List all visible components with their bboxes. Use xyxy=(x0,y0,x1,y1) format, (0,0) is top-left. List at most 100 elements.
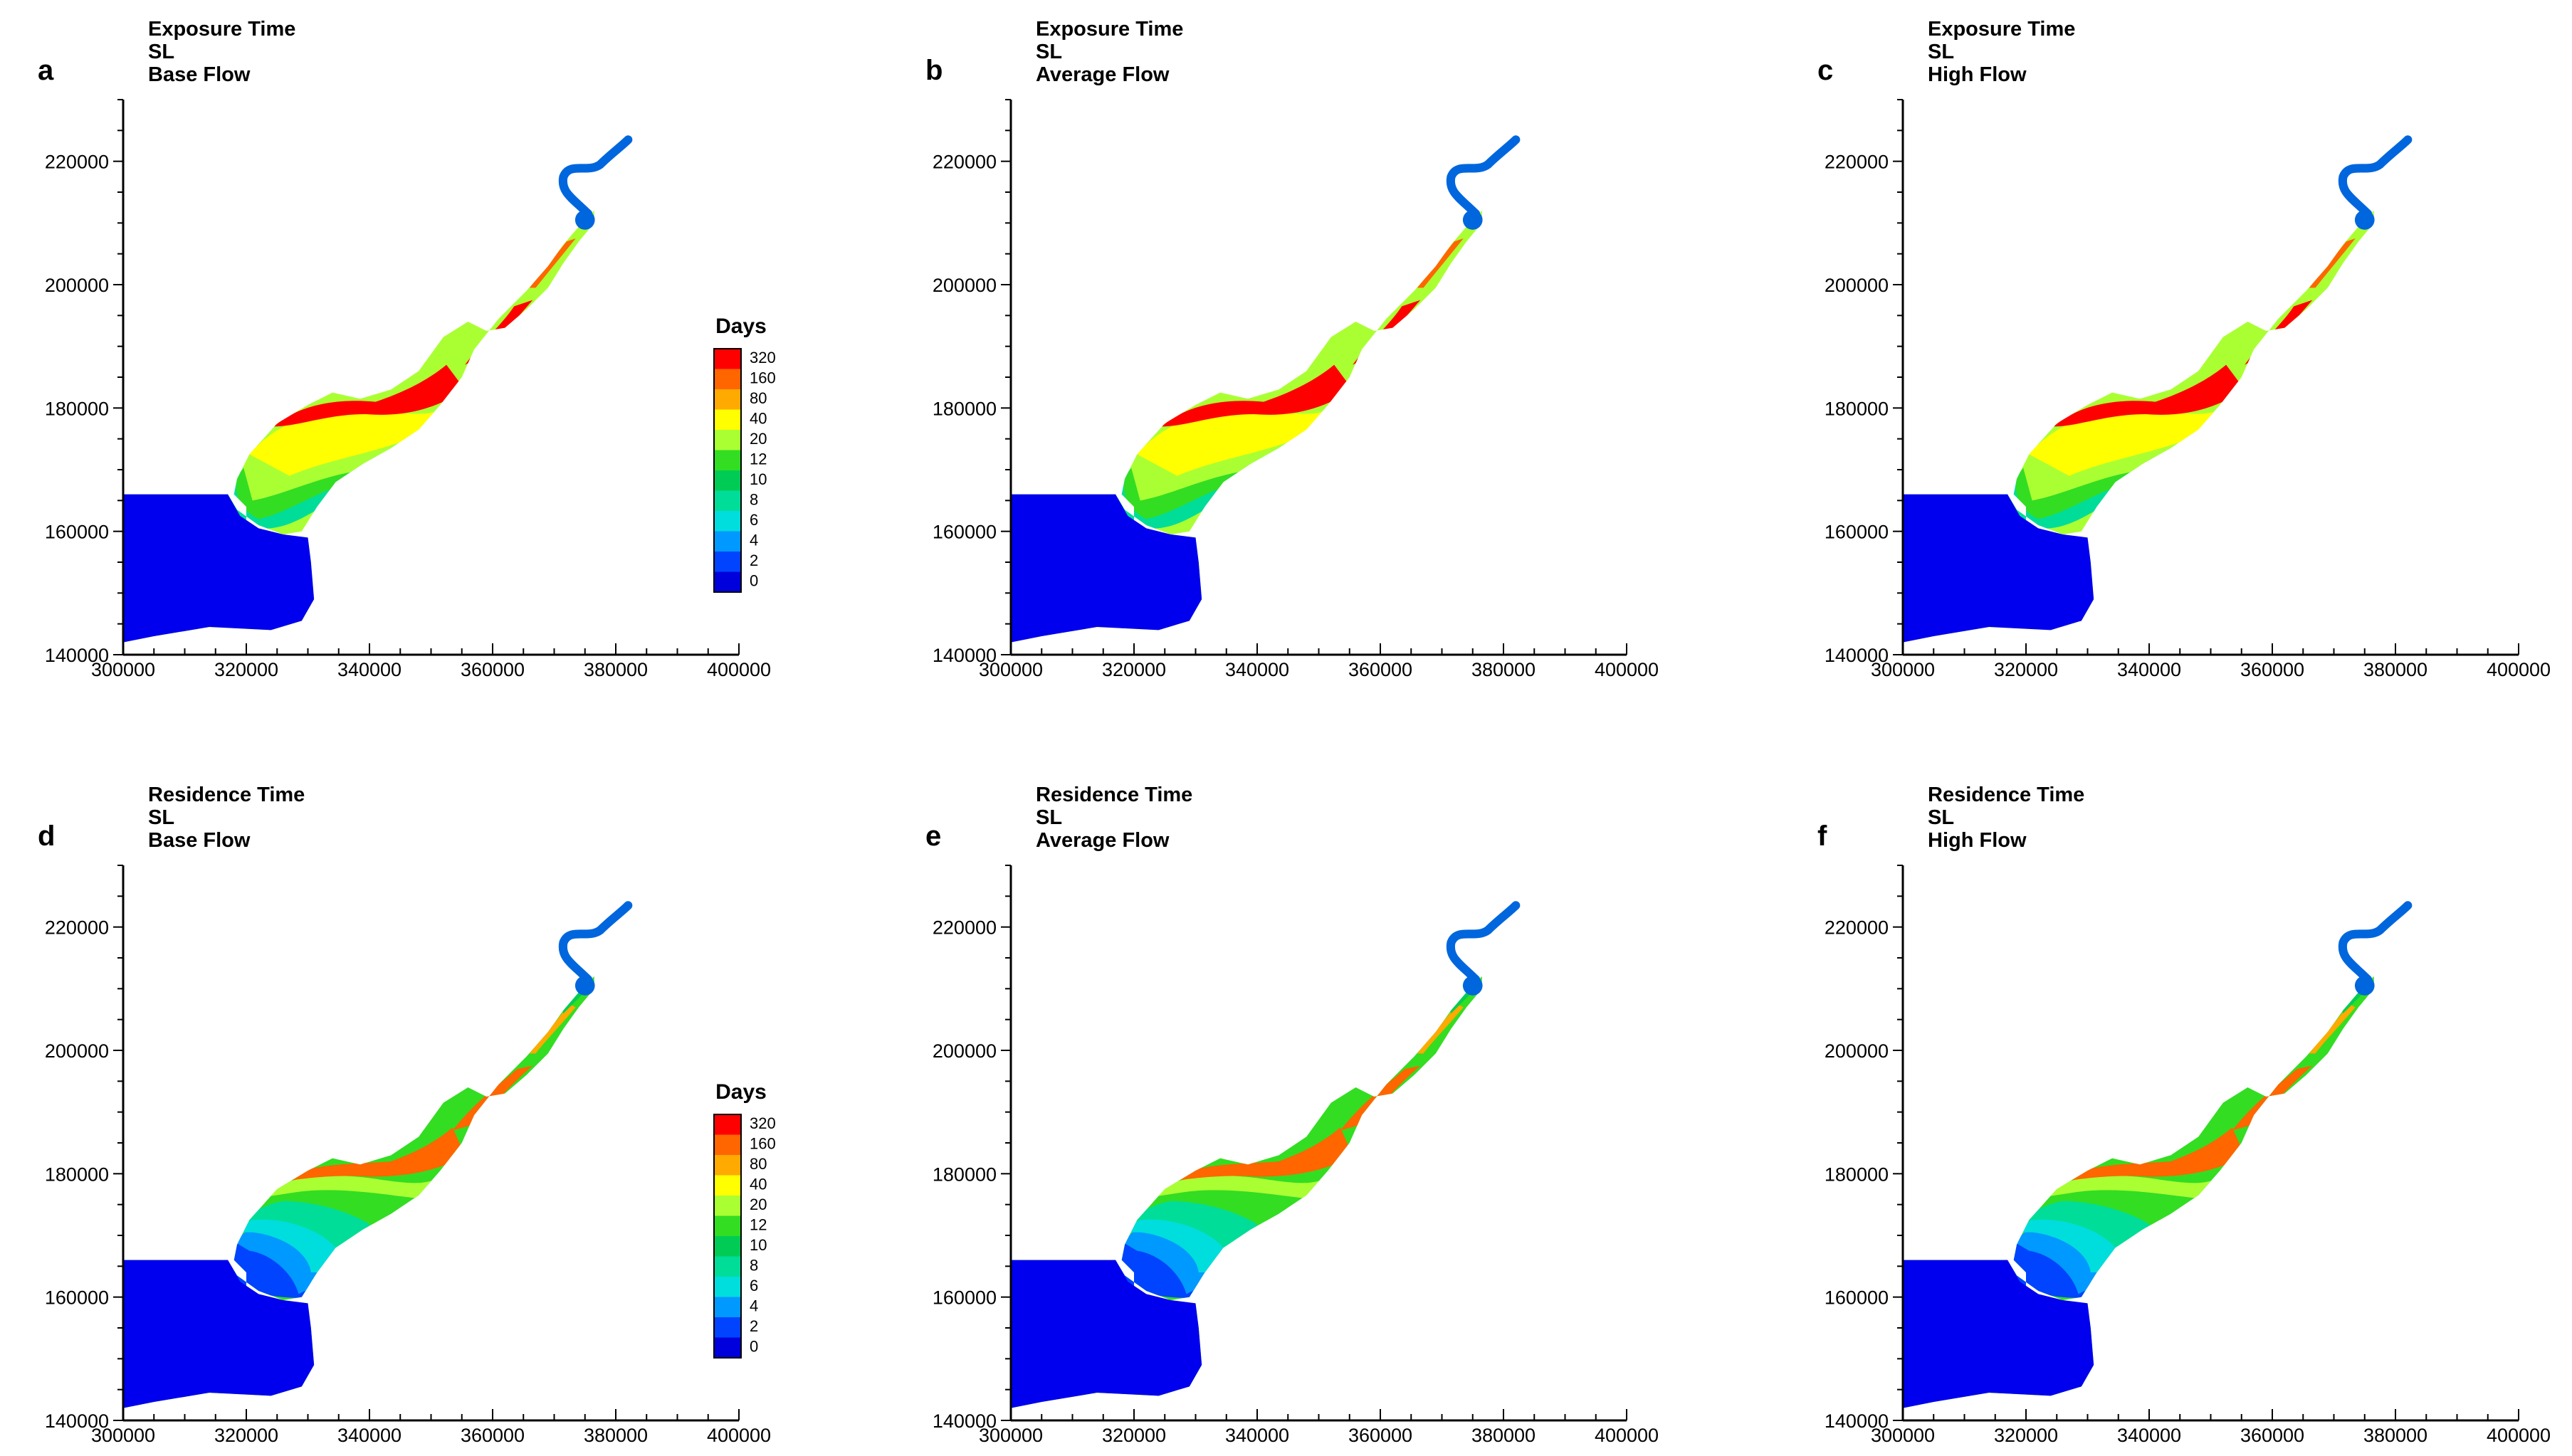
legend-level-label: 8 xyxy=(750,491,758,509)
river-bend xyxy=(2354,210,2375,230)
legend-swatch xyxy=(714,552,741,572)
contour-zone xyxy=(240,1199,374,1248)
y-tick-label: 180000 xyxy=(45,398,109,419)
legend-frame xyxy=(713,348,742,593)
panel-title-line: Exposure Time xyxy=(1928,18,2075,41)
contour-zone xyxy=(1134,1186,1303,1233)
contour-zone xyxy=(1128,1199,1261,1248)
river-bend xyxy=(1462,976,1483,996)
legend-level-label: 6 xyxy=(750,1277,758,1294)
legend-swatch xyxy=(714,1155,741,1176)
x-tick-label: 360000 xyxy=(2240,659,2304,680)
legend-swatch xyxy=(714,531,741,552)
legend-swatch xyxy=(714,470,741,491)
legend-level-label: 4 xyxy=(750,1297,758,1315)
panel-title-line: Average Flow xyxy=(1036,63,1170,86)
upper-river xyxy=(558,901,633,984)
sea-region xyxy=(1903,1260,2094,1408)
legend-level-label: 80 xyxy=(750,1155,767,1173)
river-bend xyxy=(574,976,595,996)
legend-level-label: 6 xyxy=(750,511,758,529)
x-tick-label: 380000 xyxy=(1471,659,1536,680)
contour-zone xyxy=(2035,1176,2220,1198)
legend-swatch xyxy=(714,1196,741,1216)
legend-level-label: 40 xyxy=(750,1176,767,1193)
panel-letter: a xyxy=(38,55,54,86)
river-bend xyxy=(1462,210,1483,230)
x-tick-label: 400000 xyxy=(707,1425,771,1446)
x-tick-label: 300000 xyxy=(91,1425,155,1446)
y-tick-label: 160000 xyxy=(933,1287,997,1309)
legend-level-label: 320 xyxy=(750,1114,776,1132)
sea-region xyxy=(123,1260,315,1408)
legend-frame xyxy=(713,1114,742,1359)
contour-zone xyxy=(1158,1127,1353,1183)
x-tick-label: 360000 xyxy=(1348,1425,1412,1446)
map-layer xyxy=(123,901,633,1420)
contour-zones xyxy=(2003,986,2362,1298)
x-tick-label: 320000 xyxy=(214,1425,278,1446)
legend-swatch xyxy=(714,1236,741,1257)
y-tick-label: 200000 xyxy=(1825,275,1889,296)
legend-swatch xyxy=(714,1277,741,1297)
panel-title-line: Residence Time xyxy=(1036,784,1192,806)
x-tick-label: 400000 xyxy=(1595,1425,1659,1446)
legend-level-label: 8 xyxy=(750,1257,758,1275)
x-tick-label: 400000 xyxy=(707,659,771,680)
y-tick-label: 180000 xyxy=(1825,1164,1889,1185)
panel-title-line: Average Flow xyxy=(1036,829,1170,852)
contour-zone xyxy=(1417,238,1464,288)
y-tick-label: 140000 xyxy=(45,645,109,666)
panel-title-line: High Flow xyxy=(1928,63,2027,86)
legend-level-label: 10 xyxy=(750,470,767,488)
y-tick-label: 180000 xyxy=(45,1164,109,1185)
panel-title-line: SL xyxy=(1036,41,1062,63)
panel-title-line: Residence Time xyxy=(148,784,305,806)
y-tick-label: 160000 xyxy=(933,522,997,543)
x-tick-label: 380000 xyxy=(584,659,648,680)
x-tick-label: 340000 xyxy=(2117,1425,2181,1446)
sea-region xyxy=(1903,494,2094,643)
legend-swatch xyxy=(714,1175,741,1196)
y-tick-label: 200000 xyxy=(933,275,997,296)
legend-swatch xyxy=(714,1317,741,1338)
x-tick-label: 380000 xyxy=(584,1425,648,1446)
legend-level-label: 40 xyxy=(750,410,767,428)
x-tick-label: 300000 xyxy=(91,659,155,680)
y-tick-label: 220000 xyxy=(1825,917,1889,939)
legend-title: Days xyxy=(715,315,767,338)
x-tick-label: 320000 xyxy=(214,659,278,680)
panel-letter: f xyxy=(1817,821,1827,852)
upper-river xyxy=(2338,901,2413,984)
legend-level-label: 160 xyxy=(750,369,776,387)
y-tick-label: 200000 xyxy=(45,1040,109,1062)
upper-river xyxy=(1446,901,1521,984)
legend-swatch xyxy=(714,430,741,450)
map-layer xyxy=(1903,901,2413,1420)
legend-level-label: 20 xyxy=(750,430,767,448)
y-tick-label: 200000 xyxy=(933,1040,997,1062)
y-tick-label: 200000 xyxy=(1825,1040,1889,1062)
y-tick-label: 220000 xyxy=(45,917,109,939)
legend-swatch xyxy=(714,511,741,532)
contour-zone xyxy=(2050,1127,2245,1183)
y-tick-label: 140000 xyxy=(1825,645,1889,666)
panel-title-line: SL xyxy=(148,806,174,829)
map-layer xyxy=(1903,135,2413,655)
y-tick-label: 160000 xyxy=(1825,1287,1889,1309)
contour-zone xyxy=(529,238,576,288)
legend-swatch xyxy=(714,1215,741,1236)
contour-zones xyxy=(1115,238,1464,529)
legend-swatch xyxy=(714,1337,741,1358)
panel-title-line: Base Flow xyxy=(148,829,251,852)
x-tick-label: 320000 xyxy=(1102,1425,1166,1446)
x-tick-label: 300000 xyxy=(1871,659,1935,680)
x-tick-label: 300000 xyxy=(1871,1425,1935,1446)
legend-swatch xyxy=(714,349,741,369)
